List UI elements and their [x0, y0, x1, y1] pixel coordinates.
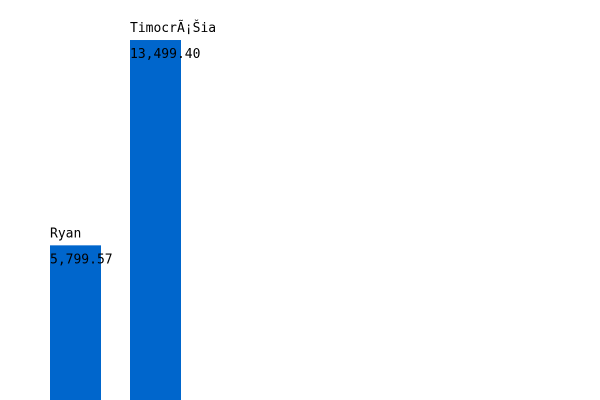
value-label-0: 5,799.57 — [50, 252, 113, 267]
value-label-1: 13,499.40 — [130, 47, 200, 62]
bar-0 — [50, 245, 101, 400]
category-label-1: TimocrÃ¡Šia — [130, 20, 216, 36]
category-label-0: Ryan — [50, 226, 81, 241]
labels-group: Ryan 5,799.57 TimocrÃ¡Šia 13,499.40 — [50, 20, 216, 267]
bars-group — [50, 40, 181, 400]
bar-1 — [130, 40, 181, 400]
